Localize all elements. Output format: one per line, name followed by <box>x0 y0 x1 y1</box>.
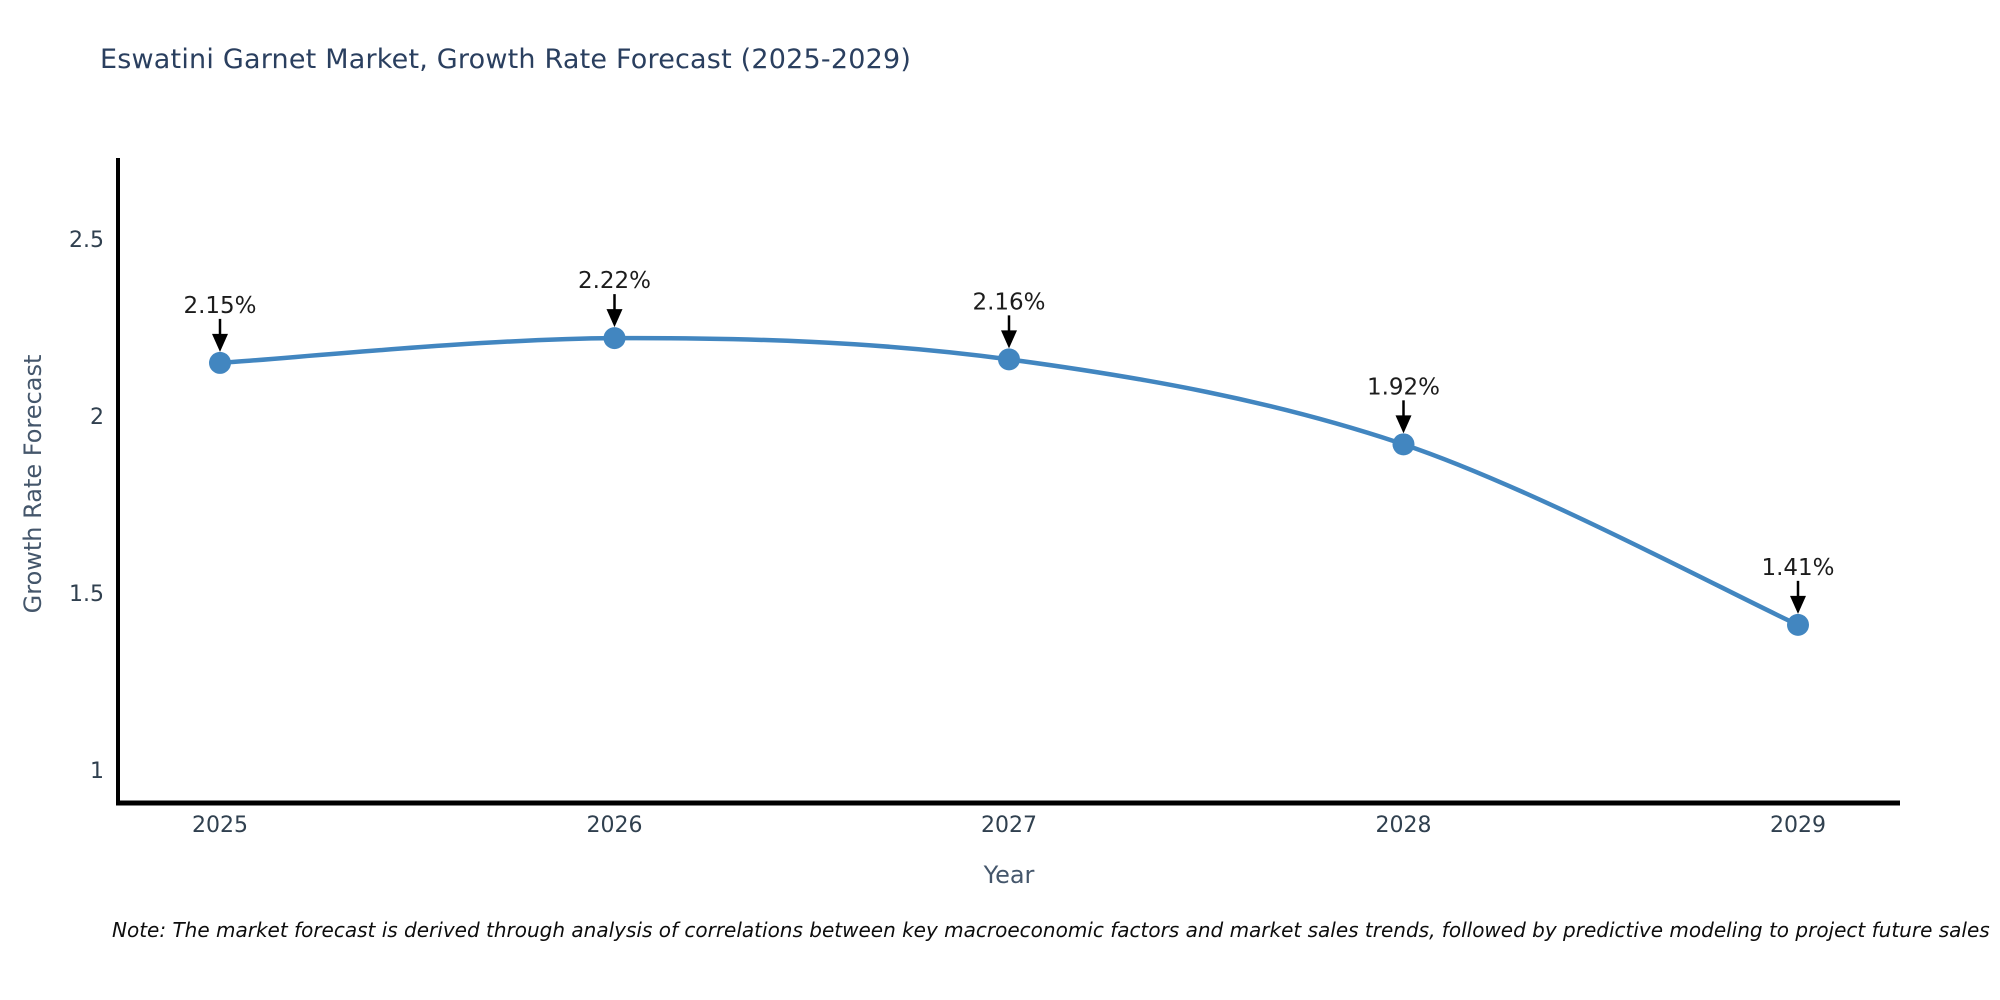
y-tick-label: 2 <box>90 405 104 430</box>
data-point[interactable] <box>603 327 626 350</box>
chart-title: Eswatini Garnet Market, Growth Rate Fore… <box>100 44 912 75</box>
series-line[interactable] <box>219 335 1799 627</box>
y-tick-label: 1.5 <box>69 582 104 607</box>
y-tick-label: 2.5 <box>69 228 104 253</box>
data-point[interactable] <box>1787 613 1809 636</box>
x-axis-title: Year <box>983 861 1035 889</box>
annotation-arrowhead <box>1790 595 1806 614</box>
point-annotation: 1.41% <box>1761 555 1835 614</box>
annotation-arrowhead <box>212 333 228 352</box>
data-point[interactable] <box>998 348 1020 371</box>
point-annotation: 1.92% <box>1367 374 1440 434</box>
x-tick-label: 2026 <box>587 813 643 838</box>
x-tick-label: 2027 <box>981 813 1037 838</box>
annotation-arrowhead <box>606 309 623 328</box>
point-annotation-label: 1.41% <box>1761 555 1834 581</box>
point-annotation-label: 2.22% <box>578 268 651 294</box>
y-axis-title: Growth Rate Forecast <box>19 354 47 614</box>
annotation-arrowhead <box>1001 330 1017 349</box>
point-annotation-label: 2.15% <box>183 293 256 319</box>
x-tick-label: 2025 <box>192 813 248 838</box>
y-tick-label: 1 <box>90 759 104 784</box>
footnote: Note: The market forecast is derived thr… <box>112 918 1990 942</box>
data-point[interactable] <box>1392 433 1415 456</box>
annotation-arrowhead <box>1395 415 1412 434</box>
x-tick-label: 2028 <box>1376 813 1432 838</box>
data-point[interactable] <box>209 351 231 374</box>
point-annotation-label: 1.92% <box>1367 374 1440 400</box>
x-tick-label: 2029 <box>1770 813 1826 838</box>
point-annotation: 2.22% <box>578 268 651 328</box>
point-annotation-label: 2.16% <box>972 289 1045 315</box>
point-annotation: 2.16% <box>972 289 1046 349</box>
point-annotation: 2.15% <box>183 293 257 352</box>
